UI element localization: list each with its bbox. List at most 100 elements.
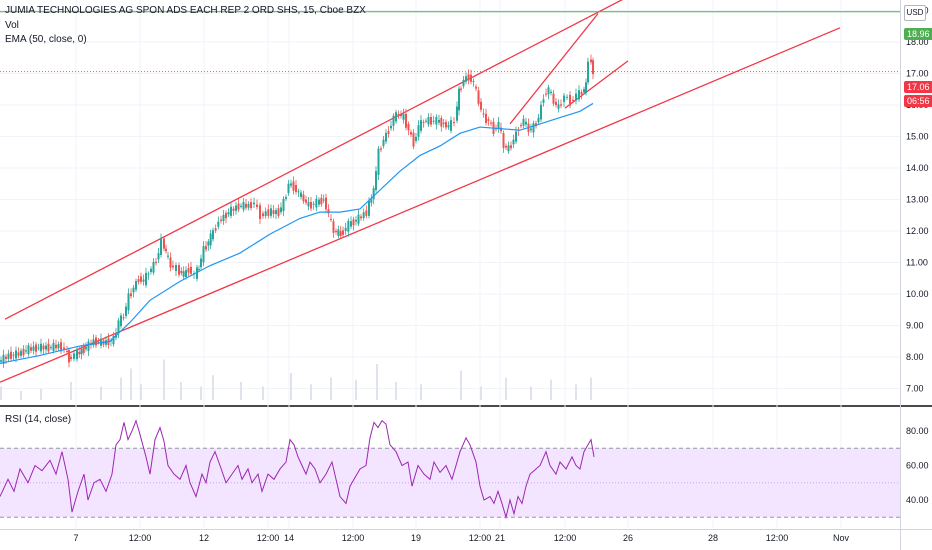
rsi-label[interactable]: RSI (14, close) <box>5 414 72 425</box>
candle-body <box>292 181 295 191</box>
volume-bar <box>140 384 142 400</box>
candle-body <box>365 210 368 216</box>
candle-body <box>382 139 385 146</box>
time-tick-label: 19 <box>411 533 421 543</box>
candle-body <box>387 131 390 134</box>
time-tick-label: 14 <box>284 533 294 543</box>
candle-body <box>205 246 207 250</box>
time-tick-label: 7 <box>73 533 78 543</box>
candle-body <box>155 261 157 264</box>
candle-body <box>550 91 552 94</box>
currency-badge[interactable]: USD <box>904 5 926 21</box>
candle-body <box>458 88 460 111</box>
volume-bar <box>330 377 332 400</box>
candle-body <box>142 279 145 282</box>
candle-body <box>202 246 205 263</box>
candle-body <box>453 122 455 124</box>
candle-body <box>217 221 220 227</box>
candle-body <box>85 347 87 350</box>
candle-body <box>357 214 360 224</box>
candle-body <box>250 202 252 209</box>
volume-bar <box>262 386 264 400</box>
volume-bar <box>120 377 122 400</box>
candle-body <box>152 261 155 273</box>
candle-body <box>182 271 185 277</box>
candle-body <box>563 95 565 102</box>
volume-bar <box>20 391 22 400</box>
time-tick-label: 12:00 <box>554 533 577 543</box>
volume-bar <box>100 386 102 400</box>
candle-body <box>339 231 342 237</box>
candle-body <box>68 350 70 363</box>
candle-body <box>500 127 502 132</box>
volume-label[interactable]: Vol <box>5 20 19 31</box>
candle-body <box>0 360 2 362</box>
horizontal-line <box>0 11 900 73</box>
candle-body <box>220 219 222 222</box>
candle-body <box>150 268 152 272</box>
candle-body <box>163 238 165 249</box>
candle-body <box>482 113 485 115</box>
candle-body <box>447 125 450 128</box>
volume-bar <box>40 388 42 400</box>
candle-body <box>572 99 574 101</box>
candle-body <box>435 116 438 125</box>
candle-body <box>122 317 125 319</box>
candle-body <box>237 203 240 210</box>
candle-body <box>337 229 340 236</box>
candle-body <box>322 199 325 201</box>
candle-body <box>63 347 65 350</box>
hline-price-tag: 18.96 <box>904 28 932 40</box>
candle-body <box>5 356 7 359</box>
candle-body <box>350 221 352 227</box>
candle-body <box>320 197 323 205</box>
candle-body <box>232 208 235 211</box>
candle-body <box>590 59 592 63</box>
candle-body <box>540 104 542 120</box>
candle-body <box>372 188 375 200</box>
candle-body <box>190 266 192 274</box>
candle-body <box>78 351 81 355</box>
candle-body <box>212 230 214 240</box>
candle-body <box>442 122 445 124</box>
time-tick-label: 12:00 <box>342 533 365 543</box>
price-tick-label: 14.00 <box>906 163 929 173</box>
volume-bar <box>0 386 2 400</box>
ema-label[interactable]: EMA (50, close, 0) <box>5 34 87 45</box>
volume-bar <box>376 364 378 400</box>
countdown-tag: 06:56 <box>904 95 932 107</box>
candle-body <box>507 145 510 152</box>
candle-body <box>135 281 137 290</box>
candle-body <box>412 132 415 147</box>
candle-body <box>17 352 20 356</box>
ema-line <box>0 102 594 364</box>
candle-body <box>566 96 568 98</box>
channel-line <box>0 27 841 383</box>
candle-body <box>302 194 305 202</box>
candle-body <box>330 219 332 221</box>
time-tick-label: 12:00 <box>257 533 280 543</box>
candle-body <box>157 253 160 260</box>
time-axis-border <box>0 529 932 530</box>
candle-body <box>165 248 167 252</box>
rsi-line <box>0 419 595 520</box>
candle-body <box>417 125 420 137</box>
candle-body <box>40 343 42 352</box>
candle-body <box>66 351 68 353</box>
volume-bar <box>212 375 214 400</box>
volume-bar <box>355 379 357 400</box>
volume-bar <box>590 377 592 400</box>
candle-body <box>20 350 22 356</box>
candle-body <box>392 115 395 126</box>
price-tick-label: 18.00 <box>906 37 929 47</box>
candle-body <box>522 118 525 126</box>
candle-body <box>310 202 312 209</box>
candle-body <box>385 133 387 142</box>
volume-bar <box>530 386 532 400</box>
chart-title: JUMIA TECHNOLOGIES AG SPON ADS EACH REP … <box>5 5 366 16</box>
candle-body <box>15 350 17 359</box>
candle-body <box>80 348 83 355</box>
candle-body <box>560 104 562 106</box>
